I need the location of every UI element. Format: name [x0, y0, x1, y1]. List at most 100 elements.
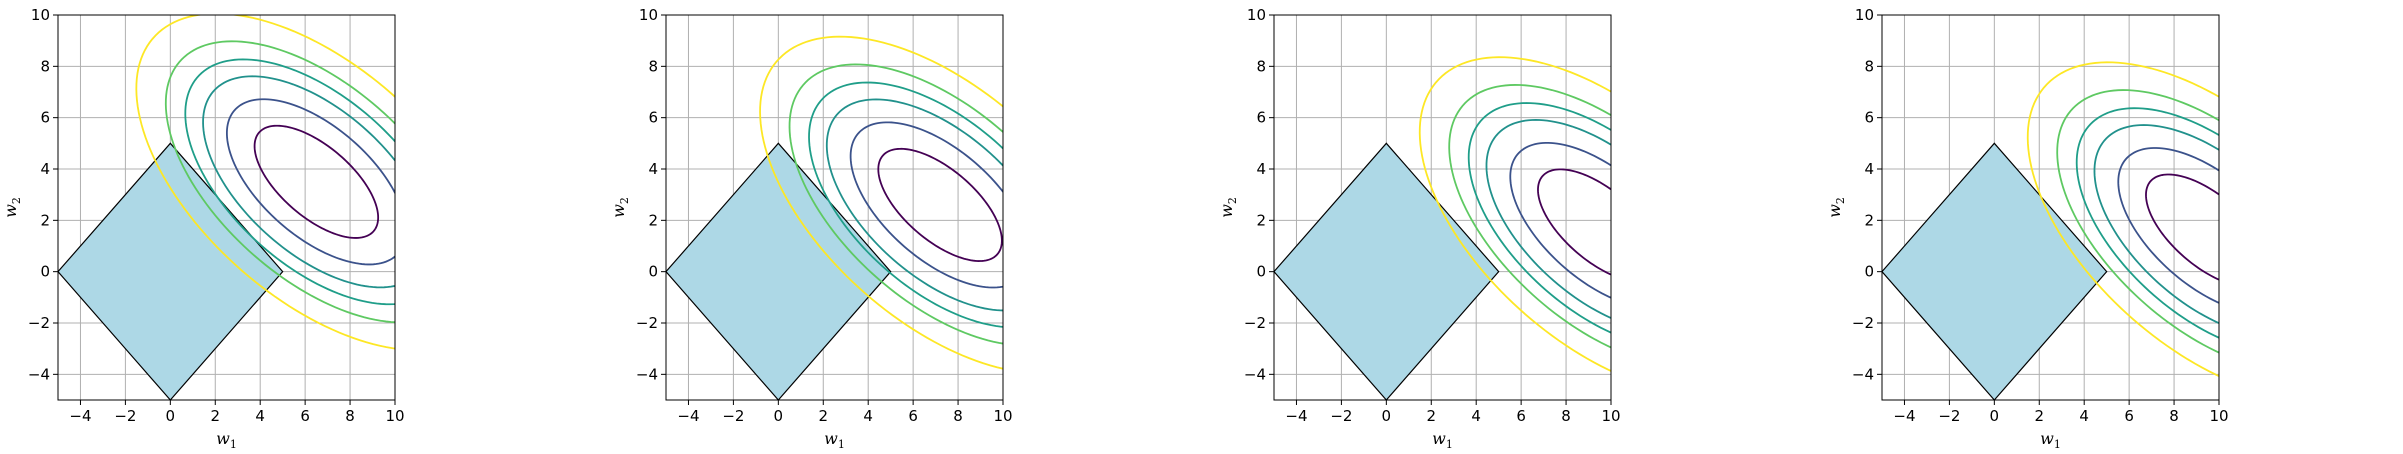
x-tick-label: −4 [677, 407, 699, 425]
y-tick-label: 4 [40, 160, 50, 178]
contour-line-3 [1485, 119, 1611, 319]
x-tick-label: 10 [385, 407, 404, 425]
y-tick-label: 6 [1864, 109, 1874, 127]
y-tick-label: 8 [40, 57, 50, 75]
x-axis-label: w1 [2040, 429, 2061, 451]
panel-3: −4 −2 0 2 4 6 8 10 −4 −2 0 2 4 6 8 10 w1 w2 [1217, 6, 1621, 451]
x-tick-label: −2 [114, 407, 136, 425]
y-tick-label: 10 [1247, 6, 1266, 24]
x-tick-label: 6 [908, 407, 918, 425]
x-tick-label: 10 [993, 407, 1012, 425]
y-tick-label: −4 [28, 365, 50, 383]
x-tick-label: 10 [2209, 407, 2228, 425]
contour-line-4 [184, 58, 395, 306]
x-tick-label: 8 [953, 407, 963, 425]
y-tick-label: −2 [28, 314, 50, 332]
x-tick-label: 8 [2169, 407, 2179, 425]
x-tick-label: 2 [1426, 407, 1436, 425]
x-tick-label: 4 [2079, 407, 2089, 425]
y-tick-label: 10 [639, 6, 658, 24]
x-tick-label: 2 [2034, 407, 2044, 425]
y-tick-label: −4 [636, 365, 658, 383]
constraint-diamond [1273, 142, 1500, 401]
contour-line-1 [2145, 173, 2219, 281]
y-tick-label: 6 [40, 109, 50, 127]
y-tick-label: 10 [1855, 6, 1874, 24]
x-tick-label: 6 [2124, 407, 2134, 425]
contour-line-3 [2093, 124, 2219, 325]
plot-frame [665, 14, 1004, 401]
y-tick-label: −2 [1244, 314, 1266, 332]
y-tick-label: −2 [1852, 314, 1874, 332]
y-tick-label: 4 [648, 160, 658, 178]
contour-line-2 [225, 98, 395, 266]
y-tick-label: 4 [1256, 160, 1266, 178]
plot-frame [1273, 14, 1612, 401]
panel-1: −4 −2 0 2 4 6 8 10 −4 −2 0 2 4 6 8 10 w1 w2 [1, 6, 405, 451]
plot-frame [57, 14, 396, 401]
x-tick-label: 10 [1601, 407, 1620, 425]
x-axis-label: w1 [1432, 429, 1453, 451]
y-tick-label: 2 [40, 211, 50, 229]
panel-2: −4 −2 0 2 4 6 8 10 −4 −2 0 2 4 6 8 10 w1 w2 [609, 6, 1013, 451]
y-tick-label: 6 [648, 109, 658, 127]
x-tick-label: 0 [1990, 407, 2000, 425]
x-tick-label: −2 [1938, 407, 1960, 425]
y-tick-label: 0 [648, 263, 658, 281]
x-tick-label: 8 [1561, 407, 1571, 425]
x-tick-label: 2 [818, 407, 828, 425]
x-tick-label: 4 [863, 407, 873, 425]
contour-line-6 [135, 15, 395, 350]
y-tick-label: −2 [636, 314, 658, 332]
contour-line-4 [2075, 107, 2219, 339]
contour-line-3 [202, 75, 395, 289]
plot-frame [1881, 14, 2220, 401]
x-tick-label: 2 [210, 407, 220, 425]
contour-line-6 [759, 35, 1003, 370]
contour-line-5 [1448, 84, 1611, 349]
panel-4: −4 −2 0 2 4 6 8 10 −4 −2 0 2 4 6 8 10 w1 w2 [1825, 6, 2229, 451]
x-tick-label: −2 [722, 407, 744, 425]
y-tick-label: 4 [1864, 160, 1874, 178]
y-tick-label: 2 [1256, 211, 1266, 229]
x-axis-label: w1 [824, 429, 845, 451]
contour-line-1 [253, 124, 380, 239]
contour-line-1 [1537, 168, 1611, 276]
y-tick-label: 2 [1864, 211, 1874, 229]
y-tick-label: 10 [31, 6, 50, 24]
contour-line-5 [164, 40, 395, 324]
y-tick-label: −4 [1852, 365, 1874, 383]
contour-line-1 [877, 147, 1003, 262]
x-tick-label: 0 [1382, 407, 1392, 425]
contour-line-4 [1467, 102, 1611, 334]
contour-line-5 [788, 63, 1003, 345]
y-tick-label: 6 [1256, 109, 1266, 127]
x-tick-label: −4 [1285, 407, 1307, 425]
constraint-diamond [57, 142, 284, 401]
y-tick-label: 0 [1864, 263, 1874, 281]
x-tick-label: 4 [255, 407, 265, 425]
y-axis-label: w2 [1217, 197, 1239, 218]
contour-line-6 [1418, 56, 1611, 372]
contour-line-2 [849, 121, 1003, 289]
y-tick-label: 0 [1256, 263, 1266, 281]
y-tick-label: 8 [1256, 57, 1266, 75]
y-tick-label: 8 [648, 57, 658, 75]
constraint-diamond [1881, 142, 2108, 401]
contour-line-2 [2117, 147, 2219, 304]
x-axis-label: w1 [216, 429, 237, 451]
contour-line-4 [808, 81, 1003, 328]
y-tick-label: 8 [1864, 57, 1874, 75]
y-tick-label: 0 [40, 263, 50, 281]
contour-line-2 [1509, 141, 1611, 299]
y-tick-label: 2 [648, 211, 658, 229]
x-tick-label: −2 [1330, 407, 1352, 425]
contour-line-5 [2056, 89, 2219, 354]
x-tick-label: −4 [1893, 407, 1915, 425]
y-axis-label: w2 [1, 197, 23, 218]
x-tick-label: 6 [1516, 407, 1526, 425]
y-axis-label: w2 [1825, 197, 1847, 218]
x-tick-label: 0 [166, 407, 176, 425]
x-tick-label: 4 [1471, 407, 1481, 425]
